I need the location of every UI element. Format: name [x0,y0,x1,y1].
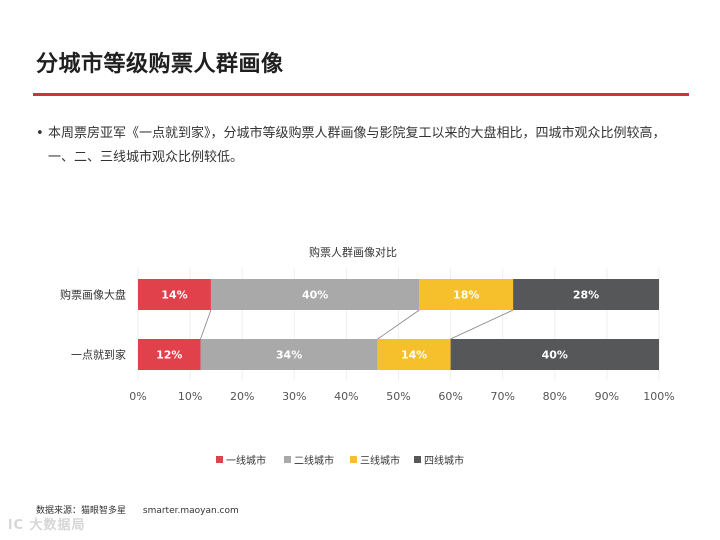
legend-label: 一线城市 [226,454,266,467]
x-axis-ticks: 0% 10% 20% 30% 40% 50% 60% 70% 80% 90% 100% [129,390,674,403]
x-tick-label: 10% [178,390,202,403]
bar-value-label: 14% [401,349,427,362]
legend-swatch [216,456,223,463]
x-tick-label: 40% [334,390,358,403]
legend-swatch [284,456,291,463]
chart-title: 购票人群画像对比 [309,245,397,259]
x-tick-label: 90% [595,390,619,403]
bar-value-label: 18% [453,289,479,302]
bar-value-label: 34% [276,349,302,362]
bar-segment [200,339,378,370]
watermark: lC 大数据局 [8,518,86,533]
bar-value-label: 40% [302,289,328,302]
bar-segment [138,339,201,370]
slide-title: 分城市等级购票人群画像 [36,52,284,77]
chart-bars: 14% 12% 40% 34% 18% 14% 28% 40% [138,279,659,370]
title-divider [33,93,689,96]
bar-segment [377,339,451,370]
series-connector-line [450,309,514,340]
x-tick-label: 50% [386,390,410,403]
chart-legend: 一线城市 二线城市 三线城市 四线城市 [216,454,464,467]
legend-label: 四线城市 [424,454,464,467]
series-connector-lines [200,309,514,340]
x-tick-label: 20% [230,390,254,403]
data-source: 数据来源：猫眼智多星 smarter.maoyan.com [36,503,239,516]
category-label: 购票画像大盘 [60,288,126,302]
series-connector-line [200,309,212,340]
legend-label: 三线城市 [360,454,400,467]
bar-value-label: 14% [161,289,187,302]
category-label: 一点就到家 [71,348,126,362]
x-tick-label: 100% [643,390,674,403]
x-tick-label: 60% [438,390,462,403]
bar-segment [419,279,514,310]
legend-swatch [414,456,421,463]
bar-segment [138,279,211,310]
bullet-point: • 本周票房亚军《一点就到家》，分城市等级购票人群画像与影院复工以来的大盘相比，… [36,122,686,170]
source-url: smarter.maoyan.com [142,506,239,516]
legend-swatch [350,456,357,463]
legend-label: 二线城市 [294,454,334,467]
x-tick-label: 0% [129,390,146,403]
bar-value-label: 12% [156,349,182,362]
bar-segment [513,279,659,310]
bar-segment [450,339,659,370]
x-tick-label: 30% [282,390,306,403]
series-connector-line [377,309,420,340]
bar-segment [210,279,420,310]
x-tick-label: 70% [490,390,514,403]
bullet-text: 本周票房亚军《一点就到家》，分城市等级购票人群画像与影院复工以来的大盘相比，四城… [48,126,666,165]
bullet-dot-icon: • [36,126,44,141]
source-label: 数据来源：猫眼智多星 [36,506,127,516]
bar-value-label: 28% [573,289,599,302]
bar-value-label: 40% [542,349,568,362]
x-tick-label: 80% [543,390,567,403]
